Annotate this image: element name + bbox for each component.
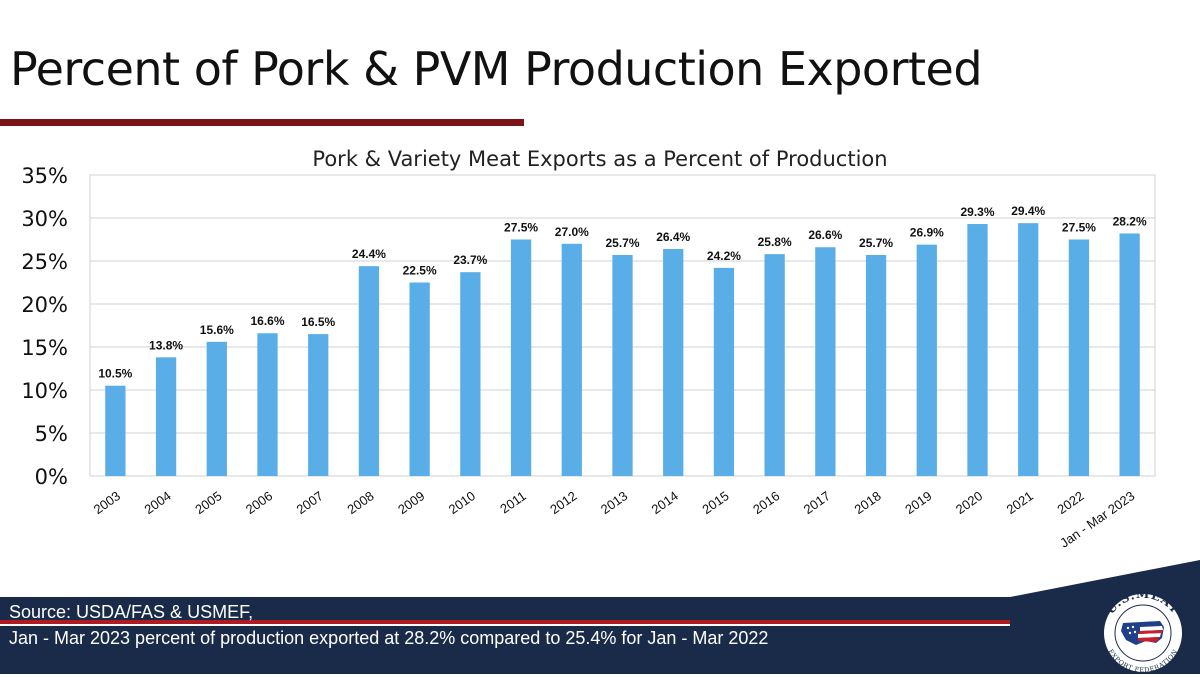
data-label: 27.5%: [504, 221, 538, 235]
footer-white-stripe: [0, 624, 1020, 626]
data-label: 24.4%: [352, 247, 386, 261]
x-tick-label: 2004: [141, 488, 173, 517]
data-labels: 10.5% 13.8% 15.6% 16.6% 16.5% 24.4% 22.5% 23.7%…: [98, 204, 1147, 381]
x-tick-label: 2019: [902, 488, 934, 517]
usmef-logo: U.S.MEAT EXPORT FEDERATION: [1090, 583, 1196, 674]
footer-red-stripe: [0, 620, 1020, 624]
data-label: 25.7%: [605, 236, 639, 250]
y-tick-label: 20%: [21, 293, 68, 317]
data-label: 27.0%: [555, 225, 589, 239]
data-label: 29.4%: [1011, 204, 1045, 218]
x-tick-label: 2003: [91, 488, 123, 517]
bar: [155, 357, 177, 476]
data-label: 10.5%: [98, 367, 132, 381]
comparison-note: Jan - Mar 2023 percent of production exp…: [9, 628, 769, 648]
y-axis-ticks: 0% 5% 10% 15% 20% 25% 30% 35%: [21, 164, 68, 489]
bar: [206, 341, 227, 476]
data-label: 16.6%: [250, 314, 284, 328]
y-tick-label: 30%: [21, 207, 68, 231]
x-tick-label: 2011: [497, 488, 529, 516]
data-label: 24.2%: [707, 249, 741, 263]
data-label: 23.7%: [453, 253, 487, 267]
bar: [409, 282, 430, 476]
bar: [612, 254, 633, 476]
y-tick-label: 35%: [21, 164, 68, 188]
bar: [713, 267, 735, 476]
bars: [105, 223, 1140, 476]
x-tick-label: 2006: [243, 488, 275, 517]
x-tick-label: 2008: [344, 488, 376, 517]
bar: [510, 239, 532, 476]
x-tick-label: 2013: [598, 488, 630, 517]
y-tick-label: 0%: [35, 465, 68, 489]
slide-title: Percent of Pork & PVM Production Exporte…: [10, 42, 983, 96]
us-map-flag-icon: [1121, 621, 1164, 645]
data-label: 26.9%: [910, 226, 944, 240]
y-tick-label: 25%: [21, 250, 68, 274]
y-tick-label: 15%: [21, 336, 68, 360]
bar: [916, 244, 937, 476]
x-tick-label: 2009: [395, 488, 427, 517]
bar: [967, 224, 988, 476]
x-tick-label: 2014: [649, 488, 681, 517]
x-tick-label: 2018: [851, 488, 883, 517]
data-label: 26.6%: [808, 228, 842, 242]
footer-banner: Source: USDA/FAS & USMEF, Jan - Mar 2023…: [0, 597, 1200, 674]
data-label: 13.8%: [149, 338, 183, 352]
y-tick-label: 10%: [21, 379, 68, 403]
bar: [815, 247, 836, 476]
x-tick-label: 2005: [192, 488, 224, 517]
bar: [764, 254, 785, 476]
bar: [308, 334, 329, 476]
x-tick-label: 2012: [547, 488, 579, 517]
bar: [358, 266, 380, 476]
x-tick-label: 2020: [953, 488, 985, 517]
y-tick-label: 5%: [35, 422, 68, 446]
bar: [1018, 223, 1039, 476]
chart-title: Pork & Variety Meat Exports as a Percent…: [312, 147, 887, 171]
data-label: 15.6%: [200, 323, 234, 337]
source-note: Source: USDA/FAS & USMEF,: [9, 602, 254, 622]
bar: [460, 272, 481, 476]
bar: [865, 254, 887, 476]
bar: [257, 333, 278, 476]
data-label: 26.4%: [656, 230, 690, 244]
bar: [663, 248, 684, 476]
x-tick-label: 2017: [801, 488, 833, 517]
bar-chart: Pork & Variety Meat Exports as a Percent…: [21, 147, 1156, 551]
bar: [1068, 239, 1090, 476]
x-tick-label: 2021: [1004, 488, 1036, 517]
bar: [105, 385, 126, 476]
x-tick-label: 2016: [750, 488, 782, 517]
data-label: 22.5%: [403, 264, 437, 278]
data-label: 27.5%: [1062, 221, 1096, 235]
x-tick-label: 2015: [699, 488, 731, 517]
bar: [561, 243, 582, 476]
bar: [1119, 233, 1140, 476]
data-label: 25.7%: [859, 236, 893, 250]
data-label: 16.5%: [301, 315, 335, 329]
data-label: 28.2%: [1113, 214, 1147, 228]
x-tick-label: 2007: [294, 488, 326, 517]
data-label: 25.8%: [758, 235, 792, 249]
x-tick-label: 2022: [1054, 488, 1086, 517]
title-underline: [0, 119, 524, 126]
x-axis-ticks: 2003 2004 2005 2006 2007 2008 2009 2010 2011 2012…: [91, 488, 1138, 550]
data-label: 29.3%: [960, 205, 994, 219]
x-tick-label: 2010: [446, 488, 478, 517]
